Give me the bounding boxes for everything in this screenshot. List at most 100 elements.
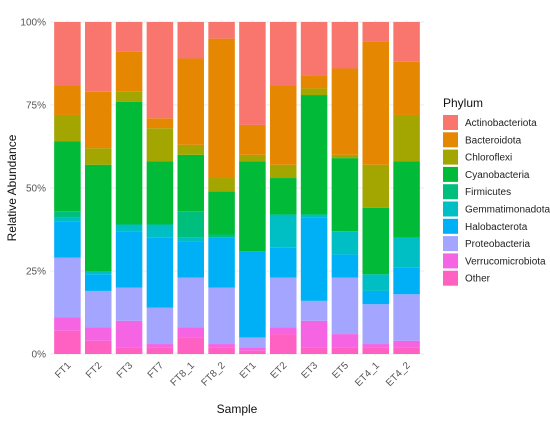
y-tick-label: 0%: [32, 350, 47, 361]
bar-segment-ft2-verrucomicrobiota: [84, 327, 112, 341]
bar-segment-ft7-chloroflexi: [146, 128, 174, 162]
bar-segment-ft8-1-bacteroidota: [177, 58, 205, 145]
bar-segment-et4-2-halobacterota: [393, 267, 420, 295]
bar-segment-ft8-1-halobacterota: [177, 241, 205, 278]
legend-swatch: [443, 218, 458, 234]
bar-segment-et1-cyanobacteria: [239, 161, 266, 252]
bar-segment-ft8-2-cyanobacteria: [208, 191, 235, 235]
bar-segment-ft7-halobacterota: [146, 237, 174, 308]
bar-segment-ft1-proteobacteria: [54, 257, 81, 318]
bar-segment-et1-verrucomicrobiota: [239, 347, 266, 351]
x-tick-label: FT3: [115, 360, 136, 381]
bar-segment-ft1-gemmatimonadota: [54, 217, 81, 222]
bar-segment-ft1-other: [54, 330, 81, 354]
legend-label: Other: [465, 274, 491, 285]
bar-segment-ft3-verrucomicrobiota: [115, 320, 143, 348]
bar-segment-ft1-actinobacteriota: [54, 22, 81, 86]
bar-segment-ft8-1-actinobacteriota: [177, 22, 205, 59]
bar-segment-et5-proteobacteria: [331, 277, 359, 335]
bars: [54, 22, 420, 354]
bar-segment-et3-proteobacteria: [300, 300, 328, 321]
bar-segment-ft7-bacteroidota: [146, 118, 174, 129]
bar-segment-et1-halobacterota: [239, 251, 266, 338]
bar-segment-ft1-bacteroidota: [54, 85, 81, 115]
bar-segment-ft7-cyanobacteria: [146, 161, 174, 225]
bar-segment-ft8-2-actinobacteriota: [208, 22, 235, 39]
bar-segment-et5-cyanobacteria: [331, 158, 359, 232]
legend-swatch: [443, 270, 458, 286]
panel-background: [50, 14, 424, 360]
y-tick-label: 100%: [20, 18, 46, 29]
bar-segment-ft1-halobacterota: [54, 221, 81, 258]
bar-segment-et4-2-bacteroidota: [393, 61, 420, 115]
bar-segment-ft8-2-other: [208, 347, 235, 354]
bar-segment-ft2-chloroflexi: [84, 148, 112, 165]
bar-segment-et1-proteobacteria: [239, 337, 266, 348]
bar-segment-et5-actinobacteriota: [331, 22, 359, 69]
bar-segment-et4-1-halobacterota: [362, 290, 390, 305]
bar-segment-et4-1-gemmatimonadota: [362, 274, 390, 291]
x-tick-label: ET4_2: [384, 360, 413, 389]
bar-segment-et2-proteobacteria: [269, 277, 297, 328]
x-tick-label: FT1: [53, 360, 74, 381]
legend-label: Verrucomicrobiota: [465, 256, 546, 267]
bar-segment-et2-verrucomicrobiota: [269, 327, 297, 335]
legend-label: Firmicutes: [465, 187, 511, 198]
bar-segment-ft2-proteobacteria: [84, 290, 112, 328]
bar-segment-et3-bacteroidota: [300, 75, 328, 89]
bar-segment-ft2-halobacterota: [84, 274, 112, 291]
x-tick-label: ET1: [238, 360, 259, 381]
bar-segment-et4-2-other: [393, 347, 420, 354]
bar-segment-ft3-actinobacteriota: [115, 22, 143, 52]
bar-segment-ft8-1-chloroflexi: [177, 144, 205, 155]
bar-segment-ft7-gemmatimonadota: [146, 224, 174, 238]
bar-segment-et3-cyanobacteria: [300, 95, 328, 215]
bar-segment-et4-2-cyanobacteria: [393, 161, 420, 238]
legend-label: Bacteroidota: [465, 135, 522, 146]
legend-label: Proteobacteria: [465, 239, 530, 250]
bar-segment-et3-chloroflexi: [300, 88, 328, 96]
bar-segment-ft2-other: [84, 340, 112, 354]
bar-segment-et5-chloroflexi: [331, 154, 359, 159]
bar-segment-ft7-verrucomicrobiota: [146, 344, 174, 348]
bar-segment-et4-1-actinobacteriota: [362, 22, 390, 42]
bar-segment-et3-actinobacteriota: [300, 22, 328, 76]
x-axis: FT1 FT2 FT3 FT7 FT8_1 FT8_2 ET1 ET2 ET3 ET5 ET4_1 E…: [53, 360, 413, 389]
bar-segment-ft8-1-cyanobacteria: [177, 154, 205, 212]
bar-segment-ft3-bacteroidota: [115, 51, 143, 92]
bar-segment-ft3-halobacterota: [115, 231, 143, 288]
bar-segment-ft7-actinobacteriota: [146, 22, 174, 119]
legend: Phylum Actinobacteriota Bacteroidota Chlor…: [443, 96, 550, 286]
bar-segment-et2-actinobacteriota: [269, 22, 297, 86]
x-tick-label: ET2: [269, 360, 290, 381]
bar-segment-et4-1-proteobacteria: [362, 304, 390, 345]
bar-segment-et5-gemmatimonadota: [331, 231, 359, 255]
bar-segment-ft8-2-verrucomicrobiota: [208, 344, 235, 348]
y-tick-label: 25%: [26, 267, 46, 278]
legend-label: Halobacterota: [465, 222, 528, 233]
bar-segment-et5-other: [331, 347, 359, 354]
y-axis-title: Relative Abundance: [5, 134, 19, 241]
bar-segment-et4-2-chloroflexi: [393, 114, 420, 162]
bar-segment-et4-2-actinobacteriota: [393, 22, 420, 62]
y-tick-label: 50%: [26, 184, 46, 195]
bar-segment-et4-1-bacteroidota: [362, 41, 390, 165]
legend-label: Actinobacteriota: [465, 118, 537, 129]
bar-segment-ft8-1-firmicutes: [177, 211, 205, 238]
bar-segment-ft8-1-proteobacteria: [177, 277, 205, 328]
bar-segment-ft8-2-firmicutes: [208, 234, 235, 238]
legend-title: Phylum: [443, 96, 483, 110]
bar-segment-et4-2-verrucomicrobiota: [393, 340, 420, 348]
bar-segment-ft8-1-other: [177, 337, 205, 354]
legend-swatch: [443, 166, 458, 182]
bar-segment-ft8-2-bacteroidota: [208, 38, 235, 179]
bar-segment-et1-other: [239, 350, 266, 354]
bar-segment-ft3-cyanobacteria: [115, 101, 143, 225]
x-tick-label: FT7: [146, 360, 167, 381]
bar-segment-ft3-proteobacteria: [115, 287, 143, 321]
legend-swatch: [443, 253, 458, 269]
bar-segment-et3-other: [300, 347, 328, 354]
bar-segment-ft8-2-chloroflexi: [208, 178, 235, 192]
bar-segment-et2-halobacterota: [269, 247, 297, 278]
